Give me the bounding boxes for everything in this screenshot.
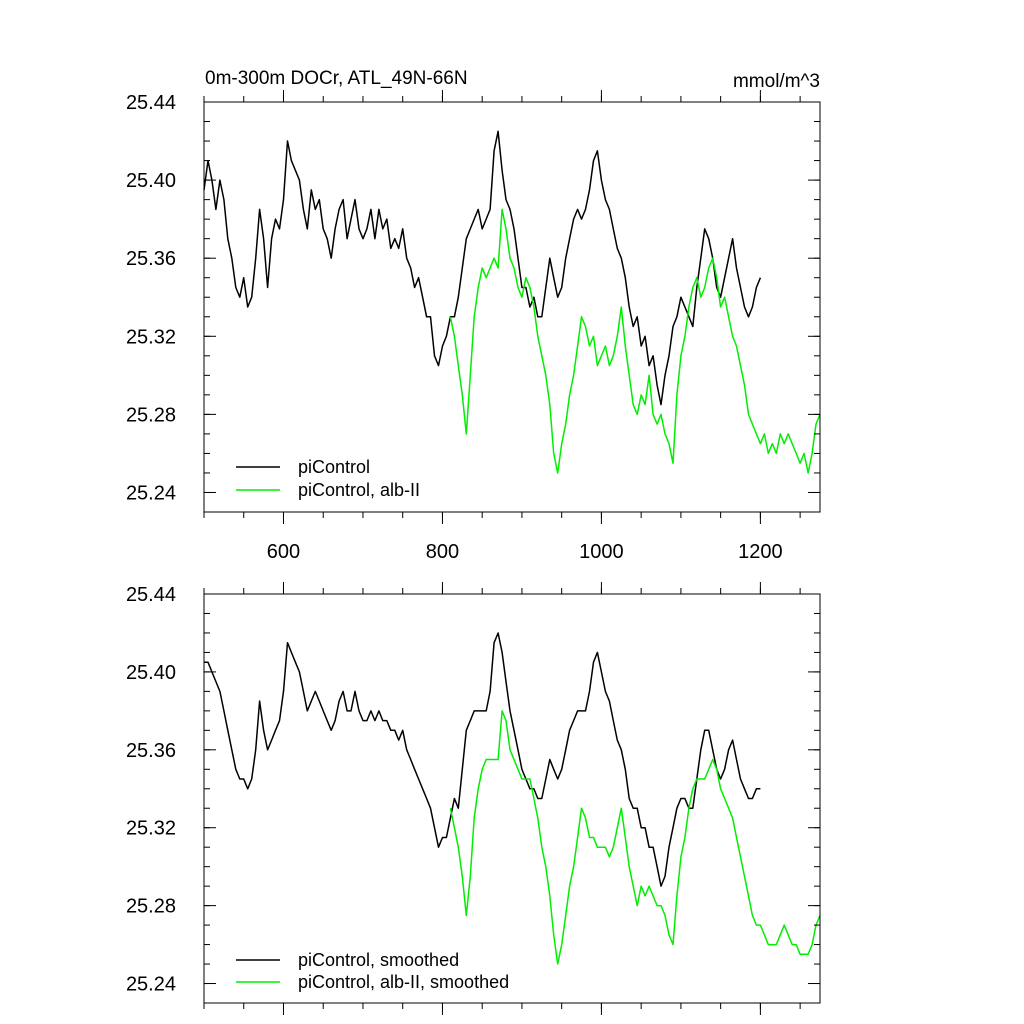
x-tick-label: 800 — [426, 541, 459, 563]
series-line-alb-ii — [449, 208, 821, 474]
legend-label: piControl, alb-II, smoothed — [298, 972, 509, 992]
y-tick-label: 25.40 — [126, 662, 176, 684]
series-line-picontrol — [203, 130, 762, 406]
plot-frame — [203, 101, 821, 513]
series-line-alb-ii — [449, 710, 821, 965]
legend-label: piControl — [298, 457, 370, 477]
legend-label: piControl, smoothed — [298, 950, 459, 970]
x-tick-label: 1200 — [738, 541, 783, 563]
y-tick-label: 25.32 — [126, 326, 176, 348]
y-tick-label: 25.24 — [126, 482, 176, 504]
y-tick-label: 25.36 — [126, 248, 176, 270]
top-panel: 0m-300m DOCr, ATL_49N-66N mmol/m^3 25.24… — [126, 68, 821, 563]
y-tick-label: 25.40 — [126, 170, 176, 192]
y-tick-label: 25.28 — [126, 404, 176, 426]
unit-label: mmol/m^3 — [733, 71, 820, 92]
y-tick-label: 25.28 — [126, 896, 176, 918]
bottom-panel: 25.24 25.28 25.32 25.36 25.40 25.44 piControl,… — [126, 582, 821, 1015]
y-tick-label: 25.24 — [126, 974, 176, 996]
x-tick-label: 1000 — [579, 541, 624, 563]
panel-title: 0m-300m DOCr, ATL_49N-66N — [205, 68, 468, 89]
y-tick-label: 25.44 — [126, 92, 176, 114]
x-tick-label: 600 — [267, 541, 300, 563]
y-tick-label: 25.36 — [126, 740, 176, 762]
plot-frame — [203, 593, 821, 1004]
legend-label: piControl, alb-II — [298, 480, 420, 500]
series-line-picontrol — [204, 632, 761, 887]
y-tick-label: 25.44 — [126, 584, 176, 606]
y-tick-label: 25.32 — [126, 818, 176, 840]
